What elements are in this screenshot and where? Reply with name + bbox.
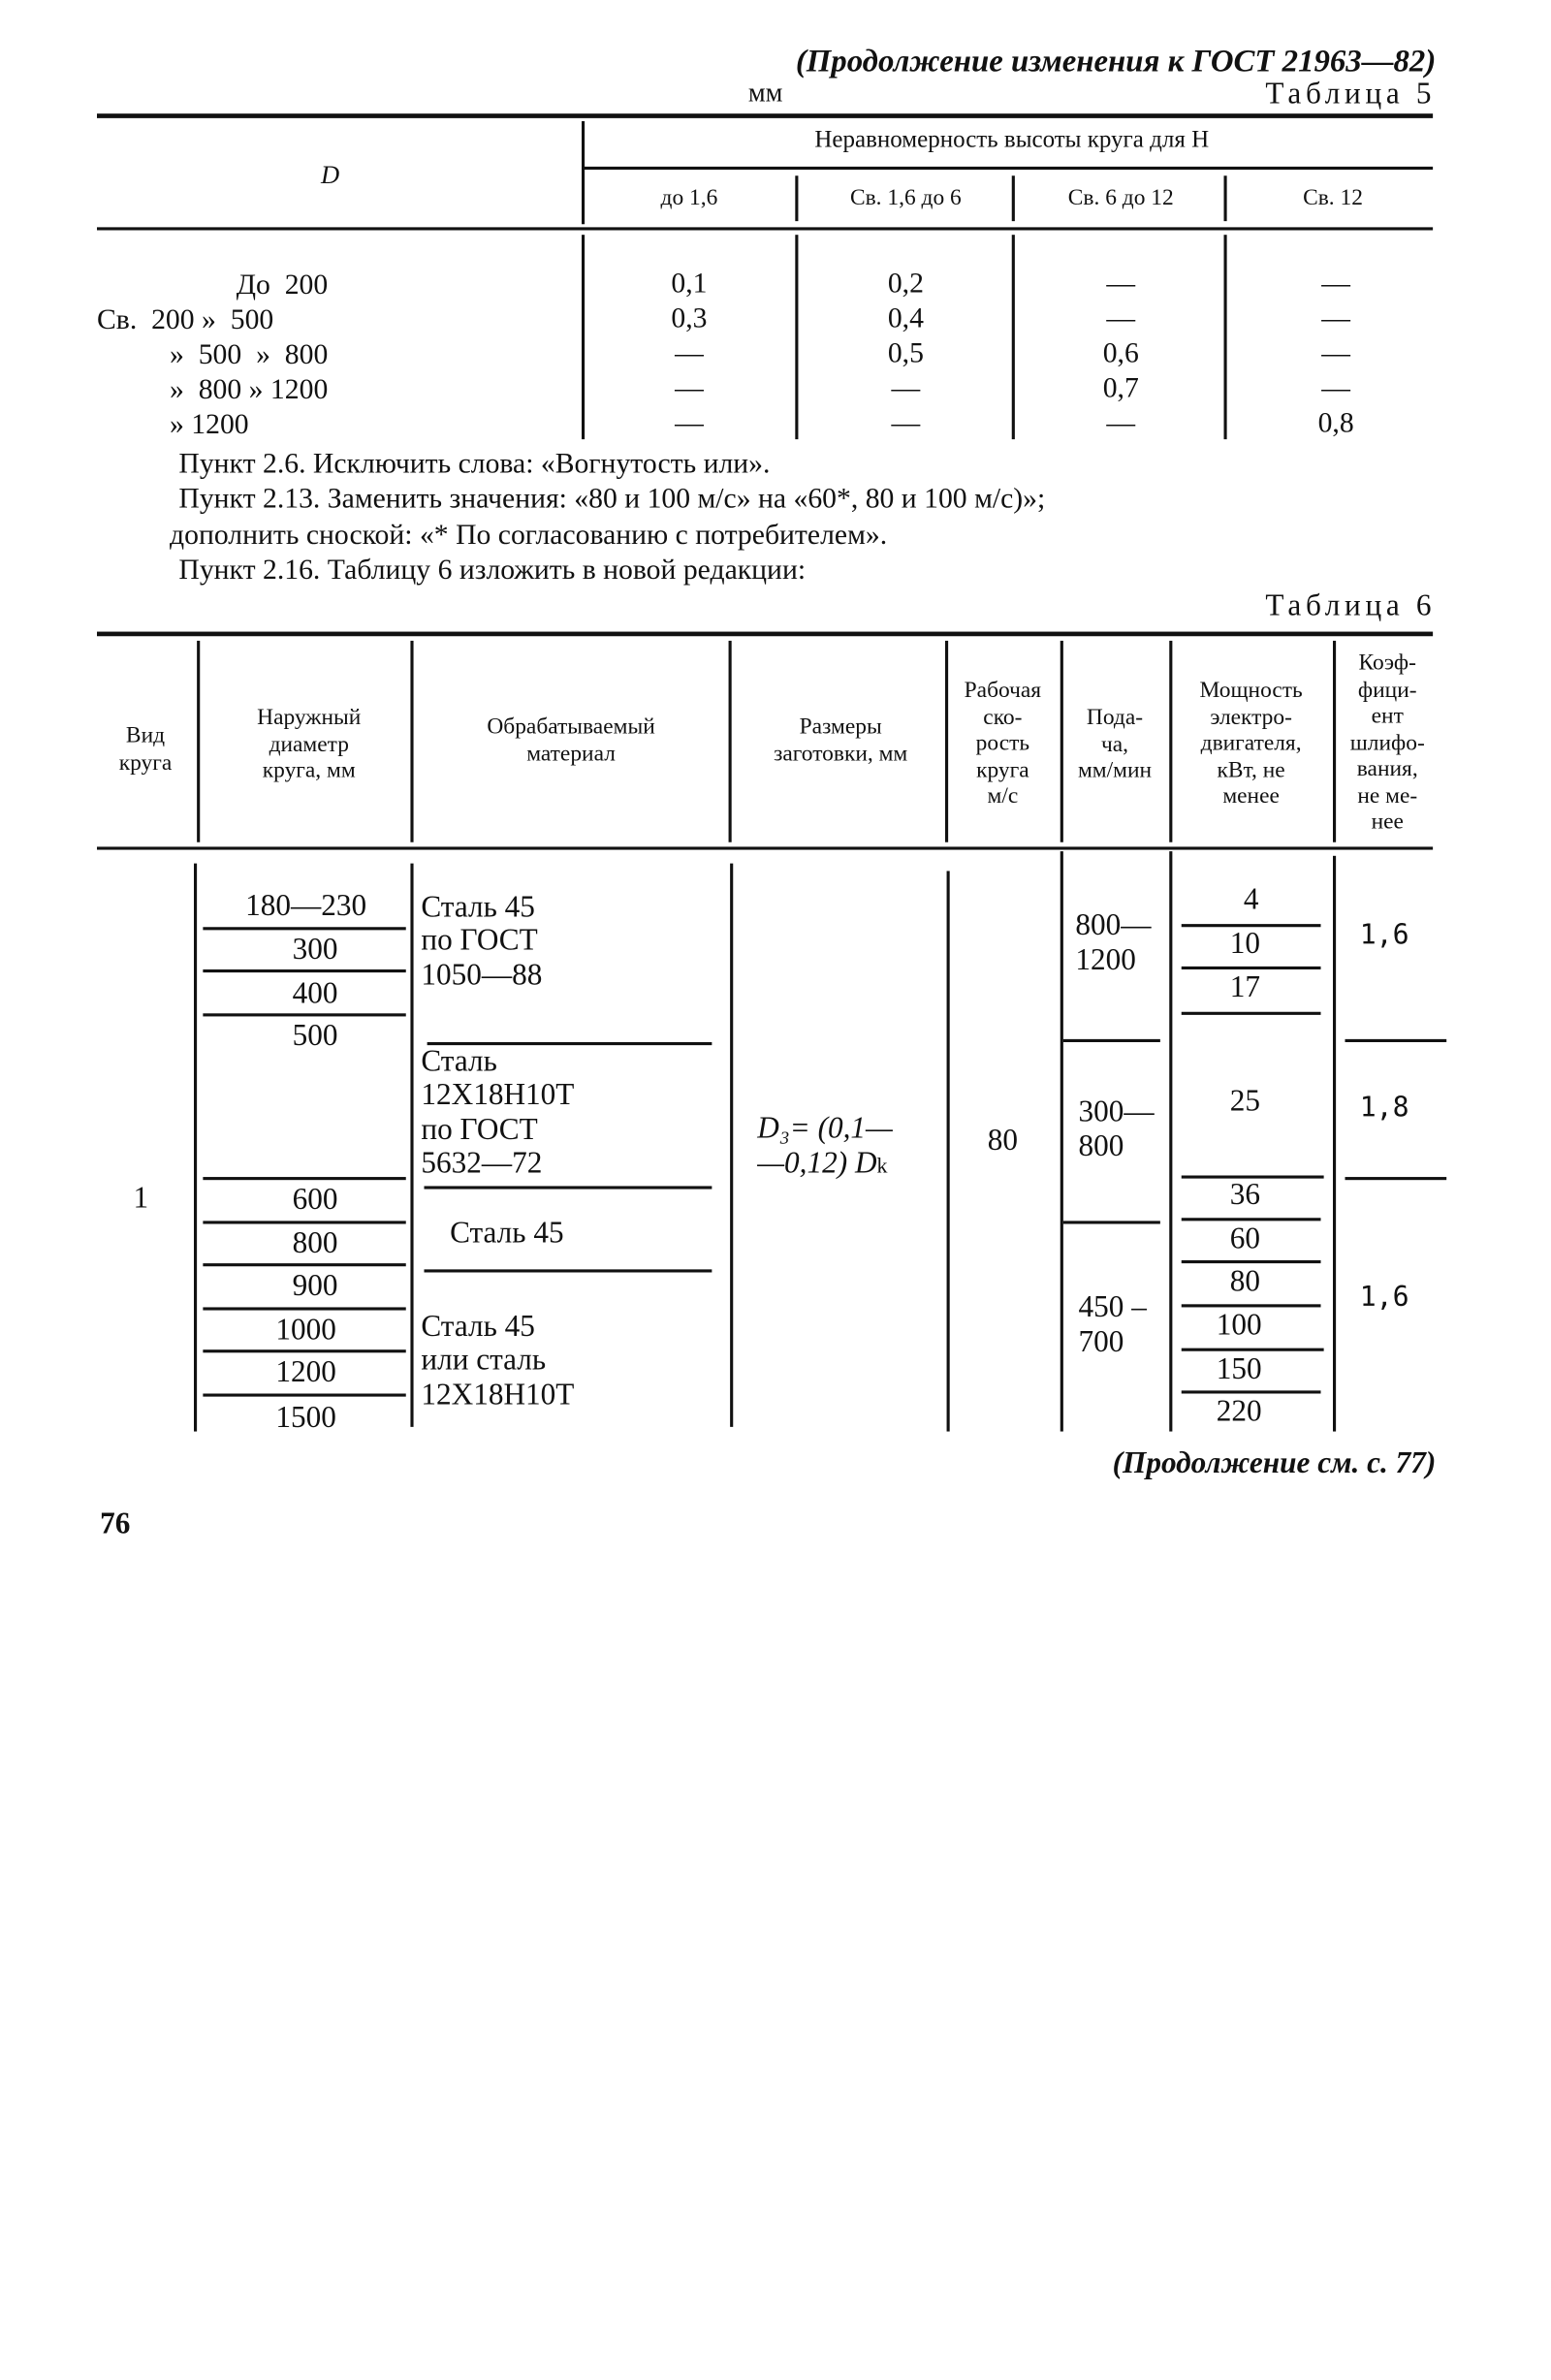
cell: 0,1 xyxy=(671,268,708,301)
diameter-cell: 800 xyxy=(292,1226,338,1260)
formula-line-1: D₃= (0,1— xyxy=(757,1111,893,1146)
cell: 0,8 xyxy=(1317,407,1354,440)
col-d-header: D xyxy=(321,160,340,190)
diameter-cell: 500 xyxy=(292,1019,338,1053)
diameter-cell: 900 xyxy=(292,1269,338,1303)
table6-title: Таблица 6 xyxy=(1265,588,1437,623)
material-cell: Сталь 45 по ГОСТ 1050—88 xyxy=(421,890,543,993)
header-coefficient: Коэф- фици- ент шлифо- вания, не ме- нее xyxy=(1349,651,1425,836)
cell: 0,5 xyxy=(887,337,924,370)
header-speed: Рабочая ско- рость круга м/с xyxy=(964,679,1042,809)
cell: 0,4 xyxy=(887,302,924,335)
cell: — xyxy=(675,372,704,405)
subheader: Св. 6 до 12 xyxy=(1067,186,1174,211)
paragraph: дополнить сноской: «* По согласованию с … xyxy=(170,519,888,552)
group-header: Неравномерность высоты круга для H xyxy=(814,127,1210,153)
power-cell: 36 xyxy=(1229,1178,1260,1212)
speed-cell: 80 xyxy=(987,1124,1018,1158)
subheader: Св. 1,6 до 6 xyxy=(849,186,962,211)
diameter-cell: 1500 xyxy=(275,1401,336,1435)
cell: — xyxy=(675,337,704,370)
diameter-cell: 600 xyxy=(292,1183,338,1217)
continuation-footer: (Продолжение см. с. 77) xyxy=(1112,1446,1437,1480)
wheel-type: 1 xyxy=(133,1181,149,1216)
power-cell: 100 xyxy=(1216,1309,1262,1343)
power-cell: 80 xyxy=(1229,1264,1260,1299)
feed-cell: 300— 800 xyxy=(1078,1095,1155,1164)
feed-cell: 450 – 700 xyxy=(1078,1290,1147,1360)
material-cell: Сталь 45 xyxy=(450,1216,564,1251)
cell: — xyxy=(1106,268,1136,301)
power-cell: 10 xyxy=(1229,927,1260,961)
paragraph: Пункт 2.16. Таблицу 6 изложить в новой р… xyxy=(178,554,807,587)
header-type: Вид круга xyxy=(118,723,173,776)
header-material: Обрабатываемый материал xyxy=(487,714,655,766)
diameter-cell: 300 xyxy=(292,933,338,967)
power-cell: 25 xyxy=(1229,1084,1260,1119)
formula-subscript: k xyxy=(876,1156,888,1179)
subheader: Св. 12 xyxy=(1303,186,1363,211)
cell: — xyxy=(675,407,704,440)
cell: — xyxy=(1321,372,1350,405)
coefficient-cell: 1,8 xyxy=(1359,1092,1409,1125)
diameter-cell: 400 xyxy=(292,976,338,1011)
cell: — xyxy=(1321,268,1350,301)
cell: — xyxy=(1106,407,1136,440)
page-number: 76 xyxy=(100,1507,131,1541)
blank-size-formula: D₃= (0,1— —0,12) Dk xyxy=(757,1113,893,1178)
power-cell: 17 xyxy=(1229,970,1260,1004)
table-row-d: До 200 xyxy=(236,270,329,301)
table-row-d: » 800 » 1200 xyxy=(170,373,329,406)
diameter-cell: 180—230 xyxy=(245,889,367,923)
formula-line-2: —0,12) Dk xyxy=(757,1148,893,1178)
table-row-d: Св. 200 » 500 xyxy=(97,304,274,336)
cell: 0,2 xyxy=(887,268,924,301)
cell: — xyxy=(891,372,921,405)
coefficient-cell: 1,6 xyxy=(1359,919,1409,952)
power-cell: 4 xyxy=(1243,882,1259,917)
subheader: до 1,6 xyxy=(660,186,718,211)
coefficient-cell: 1,6 xyxy=(1359,1281,1409,1314)
table5-title: Таблица 5 xyxy=(1265,77,1437,111)
continuation-header: (Продолжение изменения к ГОСТ 21963—82) xyxy=(795,42,1437,79)
diameter-cell: 1200 xyxy=(275,1355,336,1389)
power-cell: 150 xyxy=(1216,1352,1262,1386)
diameter-cell: 1000 xyxy=(275,1313,336,1348)
formula-text: —0,12) D xyxy=(757,1146,877,1181)
table-row-d: » 1200 xyxy=(170,408,249,441)
table5-unit: мм xyxy=(747,77,783,108)
cell: — xyxy=(1106,302,1136,335)
header-feed: Пода- ча, мм/мин xyxy=(1077,706,1153,783)
power-cell: 220 xyxy=(1216,1395,1262,1429)
cell: 0,3 xyxy=(671,302,708,335)
power-cell: 60 xyxy=(1229,1222,1260,1256)
table-row-d: » 500 » 800 xyxy=(170,339,329,371)
cell: — xyxy=(1321,337,1350,370)
cell: — xyxy=(1321,302,1350,335)
header-blank-size: Размеры заготовки, мм xyxy=(774,714,908,766)
cell: 0,7 xyxy=(1102,372,1139,405)
feed-cell: 800— 1200 xyxy=(1075,908,1152,978)
material-cell: Сталь 45 или сталь 12Х18Н10Т xyxy=(421,1310,575,1412)
cell: 0,6 xyxy=(1102,337,1139,370)
material-cell: Сталь 12Х18Н10Т по ГОСТ 5632—72 xyxy=(421,1045,575,1181)
paragraph: Пункт 2.6. Исключить слова: «Вогнутость … xyxy=(178,448,771,481)
cell: — xyxy=(891,407,921,440)
header-power: Мощность электро- двигателя, кВт, не мен… xyxy=(1199,679,1303,809)
paragraph: Пункт 2.13. Заменить значения: «80 и 100… xyxy=(178,483,1046,516)
header-diameter: Наружный диаметр круга, мм xyxy=(257,706,362,783)
